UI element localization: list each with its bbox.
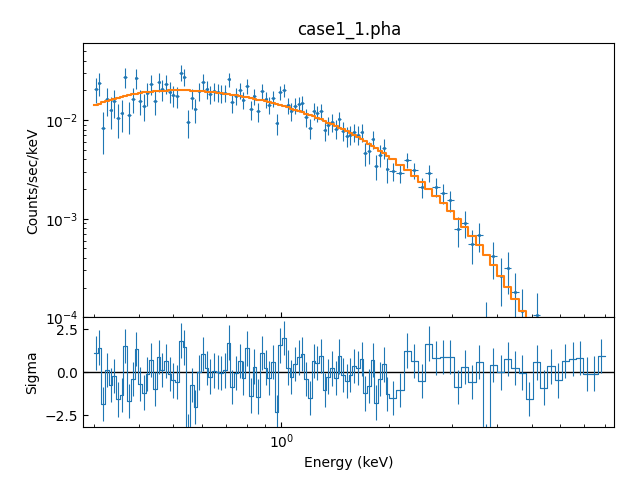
Y-axis label: Counts/sec/keV: Counts/sec/keV — [26, 127, 39, 234]
Y-axis label: Sigma: Sigma — [26, 350, 39, 394]
Title: case1_1.pha: case1_1.pha — [297, 21, 401, 39]
X-axis label: Energy (keV): Energy (keV) — [304, 456, 394, 470]
